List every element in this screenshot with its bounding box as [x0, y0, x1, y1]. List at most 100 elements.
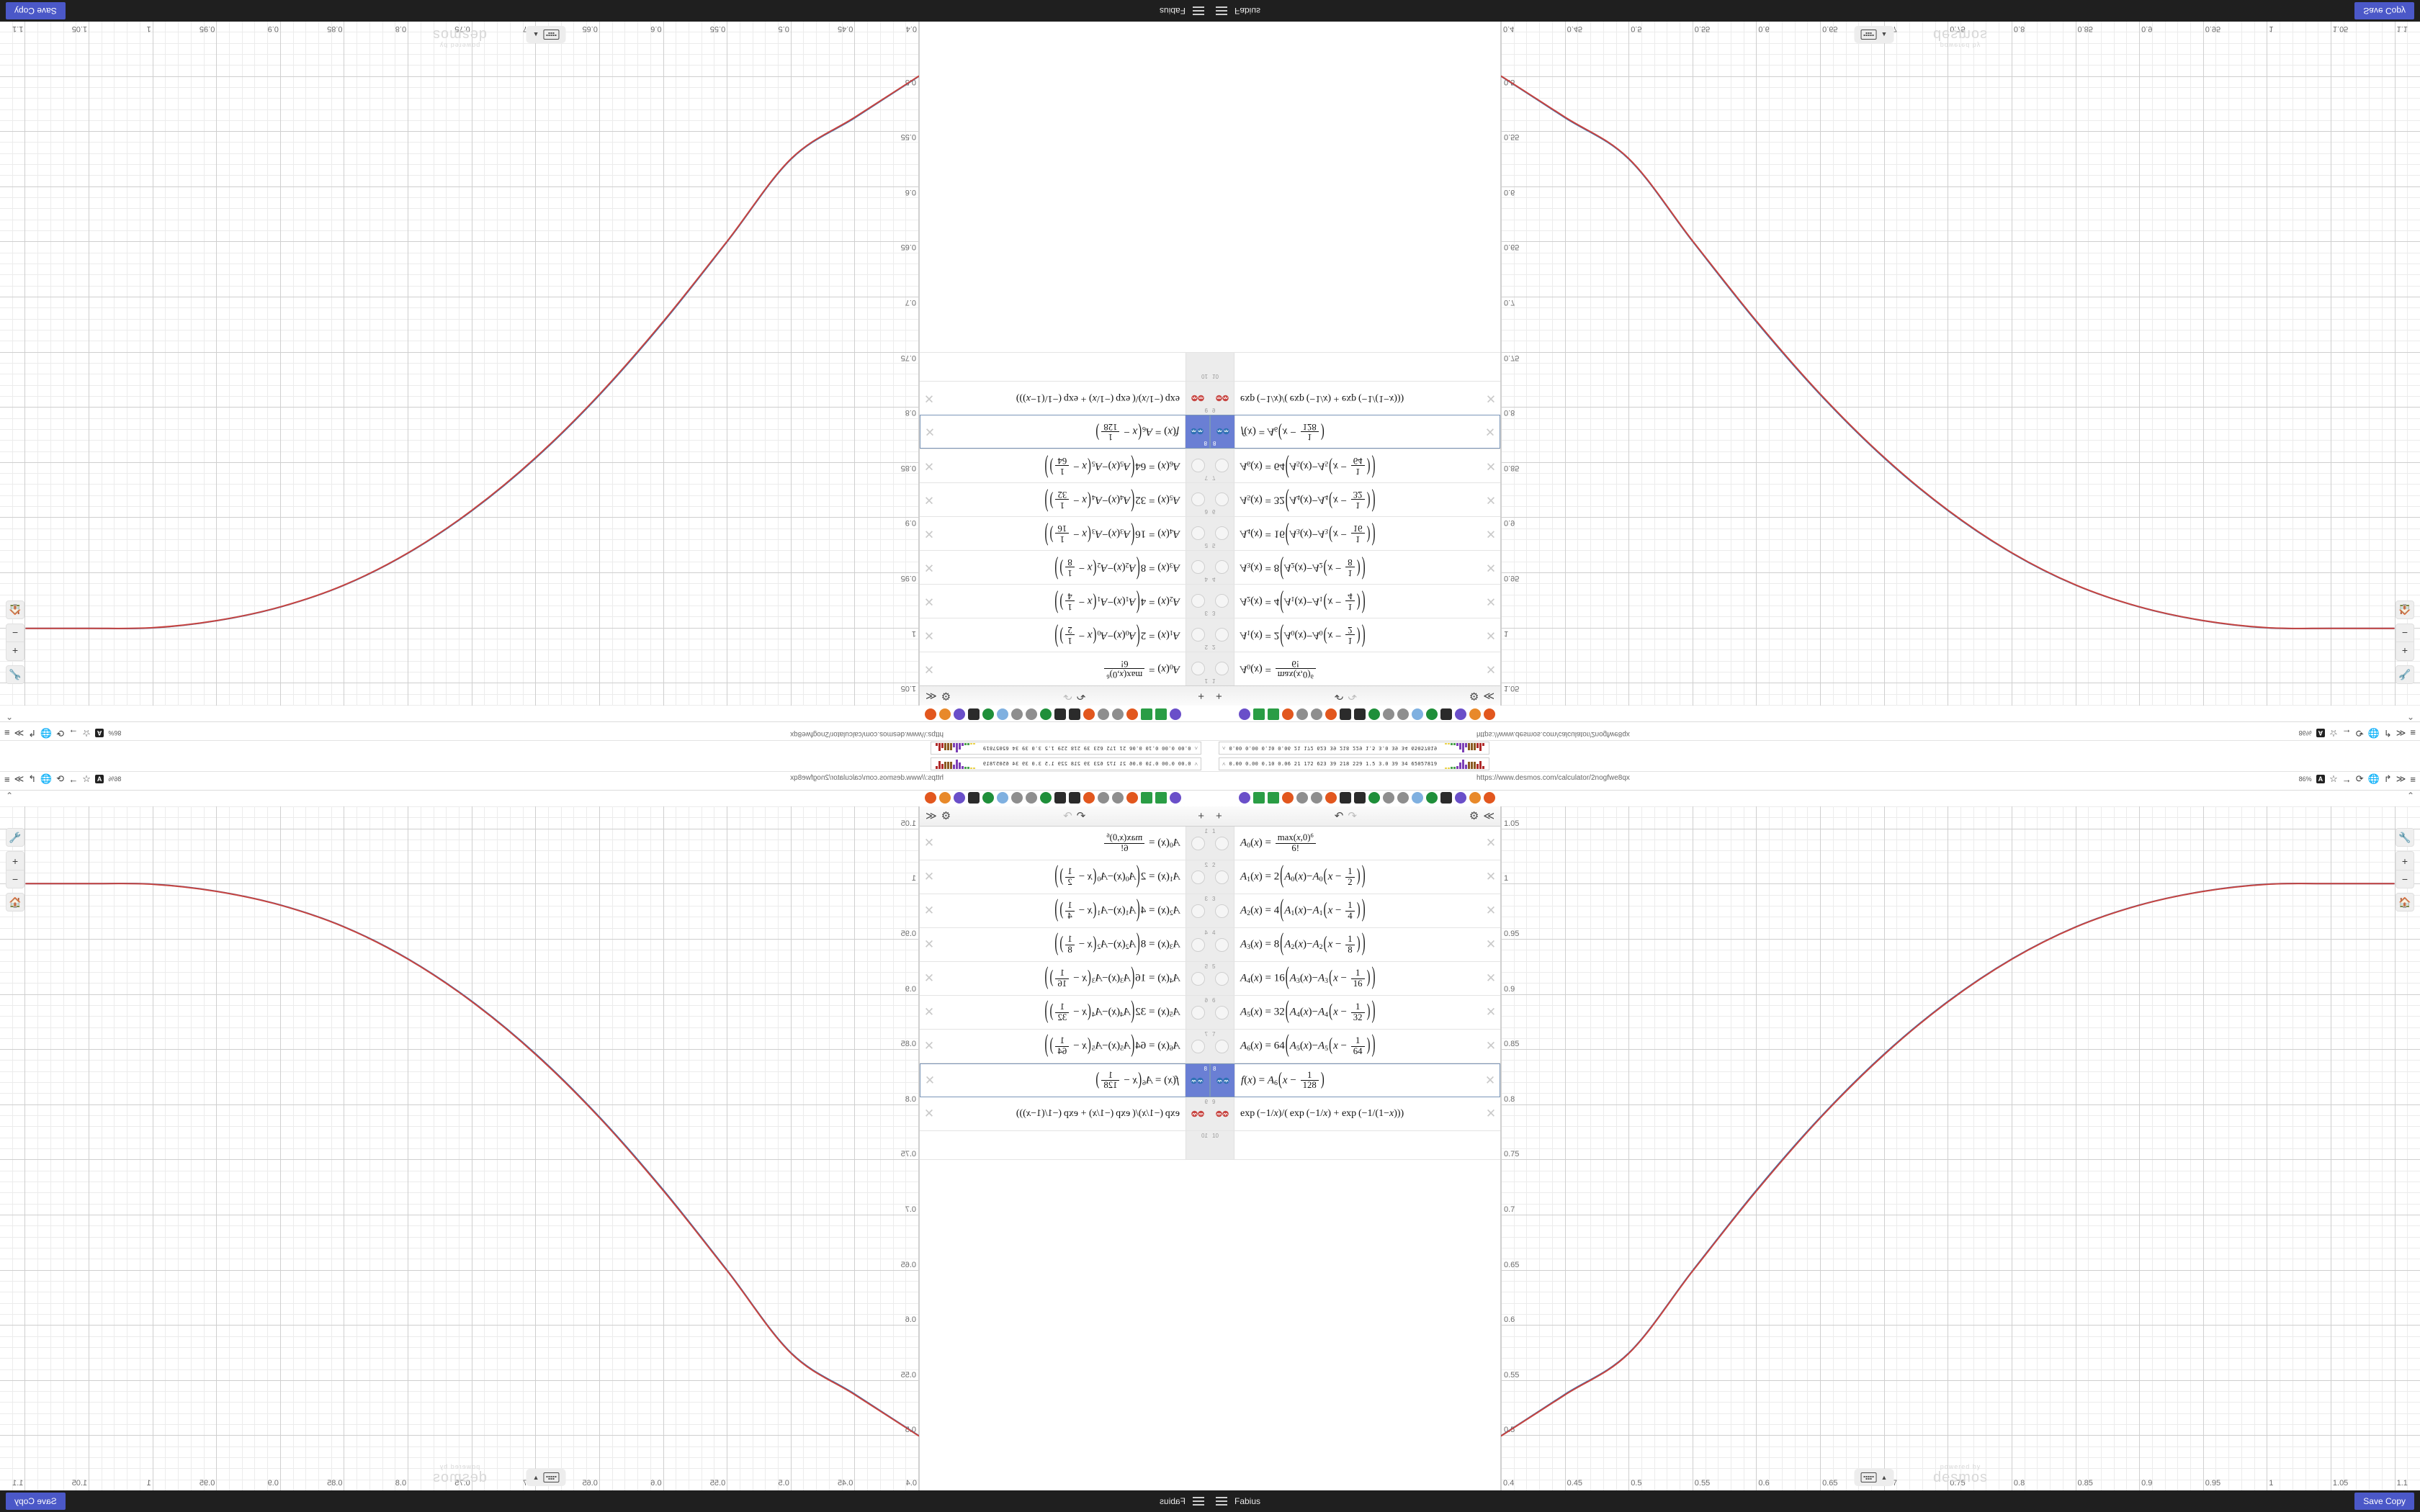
plot-toggle-bullet[interactable]: [1215, 560, 1229, 575]
expression-row[interactable]: 2 A1(x) = 2(A0(x)−A0(x − 1 2)) ✕: [920, 860, 1210, 894]
row-index-cell[interactable]: 9: [1186, 1097, 1210, 1130]
hamburger-icon[interactable]: [1216, 1497, 1227, 1506]
row-index-cell[interactable]: 2: [1186, 860, 1210, 894]
row-index-cell[interactable]: 5: [1186, 517, 1210, 550]
overflow-icon[interactable]: ≫: [14, 773, 24, 784]
row-index-cell[interactable]: 8: [1185, 1064, 1209, 1097]
expression-math[interactable]: A0(x) = max(x,0)6 6!: [938, 652, 1186, 685]
expression-math[interactable]: A2(x) = 4(A1(x)−A1(x − 1 4)): [1240, 896, 1366, 924]
zoom-out-button[interactable]: −: [6, 870, 24, 888]
delete-row-button[interactable]: ✕: [1485, 1005, 1497, 1019]
delete-row-button[interactable]: [920, 1131, 938, 1159]
zoom-out-button[interactable]: −: [6, 624, 24, 642]
delete-row-button[interactable]: ✕: [1485, 561, 1497, 575]
app-icon-grey-4[interactable]: [1011, 708, 1023, 720]
app-icon-grey-1[interactable]: [1112, 792, 1124, 804]
hamburger-icon[interactable]: [1193, 6, 1204, 15]
delete-row-button[interactable]: [1482, 1131, 1500, 1159]
plot-toggle-bullet[interactable]: [1215, 526, 1229, 541]
gear-icon[interactable]: ⚙: [941, 690, 951, 702]
app-icon-chrome-1[interactable]: [1155, 792, 1167, 804]
expression-math[interactable]: f(x) = A6(x − 1 128): [1095, 422, 1179, 443]
expression-row[interactable]: 7 A6(x) = 64(A5(x)−A5(x − 1 64)) ✕: [1210, 449, 1500, 482]
delete-row-button[interactable]: ✕: [1485, 459, 1497, 473]
save-copy-button[interactable]: Save Copy: [6, 2, 66, 19]
plot-style-wave-icon[interactable]: [1191, 395, 1205, 402]
expression-row[interactable]: 3 A2(x) = 4(A1(x)−A1(x − 1 4)) ✕: [920, 894, 1210, 928]
delete-row-button[interactable]: ✕: [923, 937, 935, 951]
app-icon-term-3[interactable]: [968, 708, 980, 720]
expression-math[interactable]: A0(x) = max(x,0)6 6!: [1234, 827, 1482, 860]
expression-math[interactable]: f(x) = A6(x − 1 128): [1095, 1069, 1179, 1090]
expression-math[interactable]: A1(x) = 2(A0(x)−A0(x − 1 2)): [1054, 622, 1180, 649]
app-icon-grey-2[interactable]: [1098, 708, 1109, 720]
expression-math[interactable]: A5(x) = 32(A4(x)−A4(x − 1 32)): [1240, 487, 1376, 514]
expression-row[interactable]: 5 A4(x) = 16(A3(x)−A3(x − 1 16)) ✕: [1210, 516, 1500, 550]
delete-row-button[interactable]: ✕: [923, 971, 935, 985]
expression-math[interactable]: A4(x) = 16(A3(x)−A3(x − 1 16)): [1240, 521, 1376, 548]
undo-button[interactable]: ↶: [1076, 690, 1086, 702]
redo-button[interactable]: ↷: [1063, 690, 1072, 702]
expression-row[interactable]: 5 A4(x) = 16(A3(x)−A3(x − 1 16)) ✕: [920, 962, 1210, 996]
expression-math[interactable]: A6(x) = 64(A5(x)−A5(x − 1 64)): [1240, 1032, 1376, 1059]
zoom-level-badge[interactable]: 86%: [2298, 775, 2312, 783]
app-icon-green-1[interactable]: [1368, 792, 1380, 804]
share-icon[interactable]: ↱: [28, 728, 37, 739]
system-monitor-applet[interactable]: ˄ 0.00 0.00 0.10 0.06 21 172 623 39 218 …: [930, 742, 1201, 755]
share-icon[interactable]: ↱: [28, 773, 37, 784]
row-index-cell[interactable]: 3: [1210, 894, 1234, 927]
share-icon[interactable]: ↱: [2383, 728, 2392, 739]
delete-row-button[interactable]: ✕: [924, 1073, 936, 1087]
collapse-panel-button[interactable]: ≪: [1483, 810, 1495, 822]
expression-row[interactable]: 2 A1(x) = 2(A0(x)−A0(x − 1 2)) ✕: [1210, 618, 1500, 652]
app-icon-firefox[interactable]: [1170, 792, 1181, 804]
plot-style-wave-icon[interactable]: [1215, 395, 1229, 402]
expression-math[interactable]: [1234, 1131, 1482, 1159]
app-icon-chrome-2[interactable]: [1268, 708, 1279, 720]
expression-row[interactable]: 4 A3(x) = 8(A2(x)−A2(x − 1 8)) ✕: [1210, 928, 1500, 962]
app-icon-term-1[interactable]: [1069, 708, 1080, 720]
delete-row-button[interactable]: ✕: [1485, 527, 1497, 541]
expression-math[interactable]: exp (−1/x)/( exp (−1/x) + exp (−1/(1−x))…: [1240, 393, 1404, 404]
delete-row-button[interactable]: ✕: [923, 870, 935, 883]
app-icon-chrome-1[interactable]: [1253, 708, 1265, 720]
row-index-cell[interactable]: 10: [1186, 1131, 1210, 1159]
home-icon[interactable]: 🏠: [2396, 893, 2414, 912]
plot-toggle-bullet[interactable]: [1191, 1039, 1205, 1053]
expression-row[interactable]: 3 A2(x) = 4(A1(x)−A1(x − 1 4)) ✕: [1210, 584, 1500, 618]
address-bar-url[interactable]: https://www.desmos.com/calculator/2nogfw…: [1476, 774, 1630, 782]
expression-row-selected[interactable]: 8 f(x) = A6(x − 1 128) ✕: [1210, 1063, 1500, 1097]
home-icon[interactable]: 🏠: [6, 600, 24, 619]
row-index-cell[interactable]: 3: [1186, 585, 1210, 618]
plot-toggle-bullet[interactable]: [1215, 459, 1229, 473]
app-icon-orange-4[interactable]: [1484, 792, 1495, 804]
wrench-icon[interactable]: 🔧: [2396, 828, 2414, 847]
plot-toggle-bullet[interactable]: [1191, 526, 1205, 541]
reload-icon[interactable]: ⟳: [2355, 728, 2364, 739]
row-index-cell[interactable]: 10: [1210, 1131, 1234, 1159]
app-icon-chrome-2[interactable]: [1268, 792, 1279, 804]
row-index-cell[interactable]: 5: [1210, 962, 1234, 995]
expression-row[interactable]: 6 A5(x) = 32(A4(x)−A4(x − 1 32)) ✕: [1210, 996, 1500, 1030]
app-icon-green-2[interactable]: [982, 792, 994, 804]
expression-list[interactable]: 1 A0(x) = max(x,0)6 6! ✕ 2: [1210, 22, 1500, 685]
keyboard-toggle-button[interactable]: ▲: [526, 26, 566, 43]
delete-row-button[interactable]: ✕: [1485, 595, 1497, 608]
delete-row-button[interactable]: ✕: [924, 425, 936, 439]
expression-math[interactable]: A1(x) = 2(A0(x)−A0(x − 1 2)): [1054, 863, 1180, 890]
add-expression-button[interactable]: +: [1198, 690, 1204, 702]
plot-toggle-bullet[interactable]: [1215, 594, 1229, 608]
overflow-icon[interactable]: ≫: [2396, 773, 2406, 784]
app-icon-orange-3[interactable]: [939, 792, 951, 804]
expression-row[interactable]: 6 A5(x) = 32(A4(x)−A4(x − 1 32)) ✕: [920, 482, 1210, 516]
forward-arrow-icon[interactable]: →: [68, 773, 79, 785]
expression-math[interactable]: A3(x) = 8(A2(x)−A2(x − 1 8)): [1240, 930, 1366, 958]
expression-math[interactable]: A0(x) = max(x,0)6 6!: [938, 827, 1186, 860]
app-icon-term-3[interactable]: [1440, 792, 1452, 804]
collapse-panel-button[interactable]: ≪: [925, 690, 937, 702]
translate-icon[interactable]: A: [2316, 729, 2326, 737]
reload-icon[interactable]: ⟳: [2355, 773, 2364, 784]
plot-toggle-bullet[interactable]: [1215, 628, 1229, 642]
forward-arrow-icon[interactable]: →: [2341, 773, 2352, 785]
keyboard-toggle-button[interactable]: ▲: [1854, 1469, 1894, 1486]
